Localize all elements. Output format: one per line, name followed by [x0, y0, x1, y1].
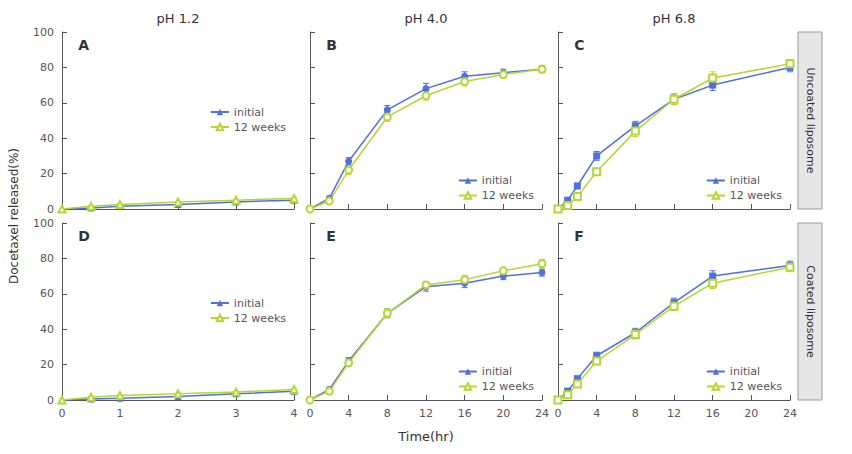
svg-text:Time(hr): Time(hr) [397, 429, 454, 444]
svg-text:4: 4 [291, 407, 298, 420]
svg-text:24: 24 [783, 407, 797, 420]
svg-text:12: 12 [419, 407, 433, 420]
svg-text:4: 4 [345, 407, 352, 420]
svg-text:40: 40 [40, 132, 54, 145]
svg-text:20: 20 [40, 358, 54, 371]
svg-text:0: 0 [59, 407, 66, 420]
svg-text:100: 100 [33, 26, 54, 39]
svg-text:4: 4 [593, 407, 600, 420]
svg-text:B: B [326, 37, 337, 53]
svg-text:12 weeks: 12 weeks [730, 189, 782, 202]
svg-text:40: 40 [40, 323, 54, 336]
svg-text:8: 8 [384, 407, 391, 420]
svg-text:0: 0 [47, 394, 54, 407]
svg-text:80: 80 [40, 252, 54, 265]
svg-text:60: 60 [40, 96, 54, 109]
svg-text:F: F [574, 228, 584, 244]
svg-text:initial: initial [730, 365, 760, 378]
svg-text:24: 24 [535, 407, 549, 420]
svg-text:100: 100 [33, 217, 54, 230]
svg-text:initial: initial [730, 174, 760, 187]
svg-text:0: 0 [47, 203, 54, 216]
svg-text:80: 80 [40, 61, 54, 74]
svg-text:pH 6.8: pH 6.8 [653, 11, 696, 26]
svg-text:20: 20 [496, 407, 510, 420]
svg-text:12 weeks: 12 weeks [730, 380, 782, 393]
svg-text:initial: initial [234, 106, 264, 119]
svg-text:Coated liposome: Coated liposome [804, 265, 817, 358]
svg-text:pH 4.0: pH 4.0 [405, 11, 448, 26]
svg-text:20: 20 [40, 167, 54, 180]
svg-text:12 weeks: 12 weeks [234, 121, 286, 134]
svg-text:16: 16 [706, 407, 720, 420]
svg-text:8: 8 [632, 407, 639, 420]
svg-text:12 weeks: 12 weeks [234, 312, 286, 325]
svg-text:initial: initial [482, 365, 512, 378]
svg-text:Uncoated liposome: Uncoated liposome [804, 68, 817, 174]
svg-text:initial: initial [482, 174, 512, 187]
svg-text:0: 0 [307, 407, 314, 420]
svg-text:C: C [574, 37, 584, 53]
svg-text:initial: initial [234, 297, 264, 310]
svg-text:3: 3 [233, 407, 240, 420]
svg-text:16: 16 [458, 407, 472, 420]
svg-text:E: E [326, 228, 336, 244]
svg-text:0: 0 [555, 407, 562, 420]
svg-text:A: A [78, 37, 89, 53]
svg-text:12 weeks: 12 weeks [482, 189, 534, 202]
svg-text:60: 60 [40, 287, 54, 300]
svg-text:1: 1 [117, 407, 124, 420]
svg-text:12: 12 [667, 407, 681, 420]
svg-text:20: 20 [744, 407, 758, 420]
svg-text:2: 2 [175, 407, 182, 420]
svg-text:D: D [78, 228, 90, 244]
svg-text:12 weeks: 12 weeks [482, 380, 534, 393]
svg-text:Docetaxel released(%): Docetaxel released(%) [7, 148, 21, 284]
svg-text:pH 1.2: pH 1.2 [157, 11, 200, 26]
